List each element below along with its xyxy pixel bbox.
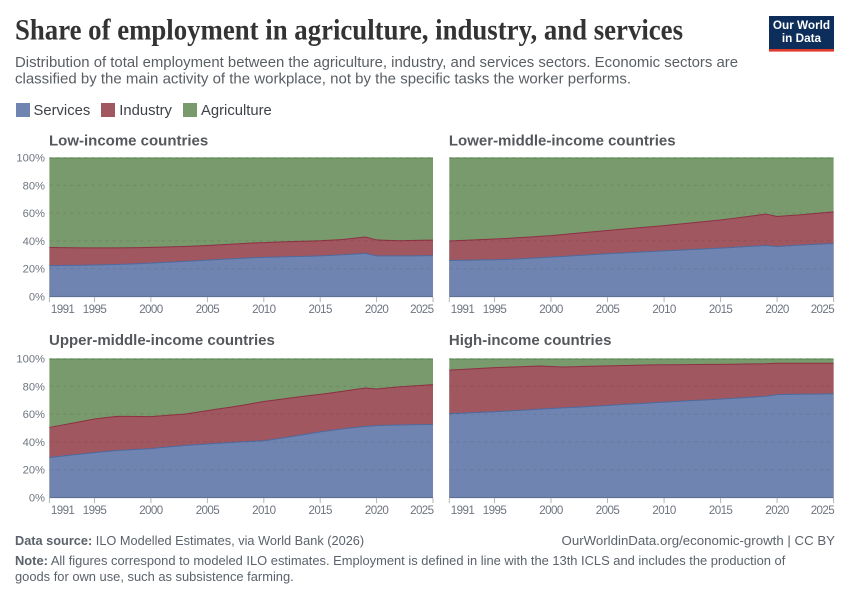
svg-text:classified by the main activit: classified by the main activity of the w… — [15, 71, 631, 88]
svg-text:2015: 2015 — [709, 303, 733, 316]
svg-text:20%: 20% — [23, 465, 45, 477]
svg-text:2005: 2005 — [196, 303, 220, 316]
svg-text:Industry: Industry — [119, 103, 172, 119]
svg-text:40%: 40% — [23, 236, 45, 248]
svg-text:2010: 2010 — [652, 303, 676, 316]
svg-text:2005: 2005 — [596, 504, 620, 517]
svg-text:2025: 2025 — [410, 504, 434, 517]
svg-text:Lower-middle-income countries: Lower-middle-income countries — [449, 132, 676, 149]
svg-text:100%: 100% — [16, 354, 45, 366]
svg-text:Note: All figures correspond t: Note: All figures correspond to modeled … — [15, 553, 786, 568]
svg-text:2020: 2020 — [765, 504, 789, 517]
svg-text:2000: 2000 — [539, 504, 563, 517]
svg-text:Share of employment in agricul: Share of employment in agriculture, indu… — [15, 14, 683, 47]
svg-text:2010: 2010 — [652, 504, 676, 517]
svg-text:2015: 2015 — [308, 303, 332, 316]
svg-text:80%: 80% — [23, 180, 45, 192]
svg-text:100%: 100% — [16, 153, 45, 165]
svg-text:0%: 0% — [29, 292, 45, 304]
svg-text:Low-income countries: Low-income countries — [49, 132, 208, 149]
svg-text:80%: 80% — [23, 381, 45, 393]
svg-text:2020: 2020 — [365, 303, 389, 316]
svg-text:1995: 1995 — [483, 303, 507, 316]
svg-text:in Data: in Data — [782, 32, 822, 45]
svg-text:1995: 1995 — [483, 504, 507, 517]
svg-text:OurWorldinData.org/economic-gr: OurWorldinData.org/economic-growth | CC … — [562, 533, 836, 548]
svg-text:Services: Services — [34, 103, 91, 119]
svg-text:1995: 1995 — [83, 504, 107, 517]
svg-text:2000: 2000 — [139, 303, 163, 316]
svg-text:Agriculture: Agriculture — [201, 103, 272, 119]
svg-text:1995: 1995 — [83, 303, 107, 316]
svg-text:2015: 2015 — [308, 504, 332, 517]
svg-text:60%: 60% — [23, 409, 45, 421]
svg-text:1991: 1991 — [451, 303, 475, 316]
svg-text:2020: 2020 — [365, 504, 389, 517]
svg-text:60%: 60% — [23, 208, 45, 220]
svg-text:20%: 20% — [23, 264, 45, 276]
svg-text:2015: 2015 — [709, 504, 733, 517]
svg-text:1991: 1991 — [51, 504, 75, 517]
svg-text:1991: 1991 — [451, 504, 475, 517]
svg-text:Upper-middle-income countries: Upper-middle-income countries — [49, 332, 275, 349]
svg-text:2025: 2025 — [811, 504, 835, 517]
svg-text:2000: 2000 — [539, 303, 563, 316]
svg-text:2025: 2025 — [410, 303, 434, 316]
svg-text:2005: 2005 — [196, 504, 220, 517]
svg-text:2010: 2010 — [252, 504, 276, 517]
svg-text:1991: 1991 — [51, 303, 75, 316]
svg-text:0%: 0% — [29, 493, 45, 505]
svg-text:2005: 2005 — [596, 303, 620, 316]
svg-text:2010: 2010 — [252, 303, 276, 316]
svg-text:Data source: ILO Modelled Esti: Data source: ILO Modelled Estimates, via… — [15, 533, 364, 548]
svg-text:Our World: Our World — [773, 19, 830, 32]
svg-text:Distribution of total employme: Distribution of total employment between… — [15, 54, 738, 71]
svg-text:High-income countries: High-income countries — [449, 332, 612, 349]
svg-text:40%: 40% — [23, 437, 45, 449]
svg-text:goods for own use, such as sub: goods for own use, such as subsistence f… — [15, 569, 294, 584]
svg-text:2000: 2000 — [139, 504, 163, 517]
svg-text:2020: 2020 — [765, 303, 789, 316]
svg-text:2025: 2025 — [811, 303, 835, 316]
